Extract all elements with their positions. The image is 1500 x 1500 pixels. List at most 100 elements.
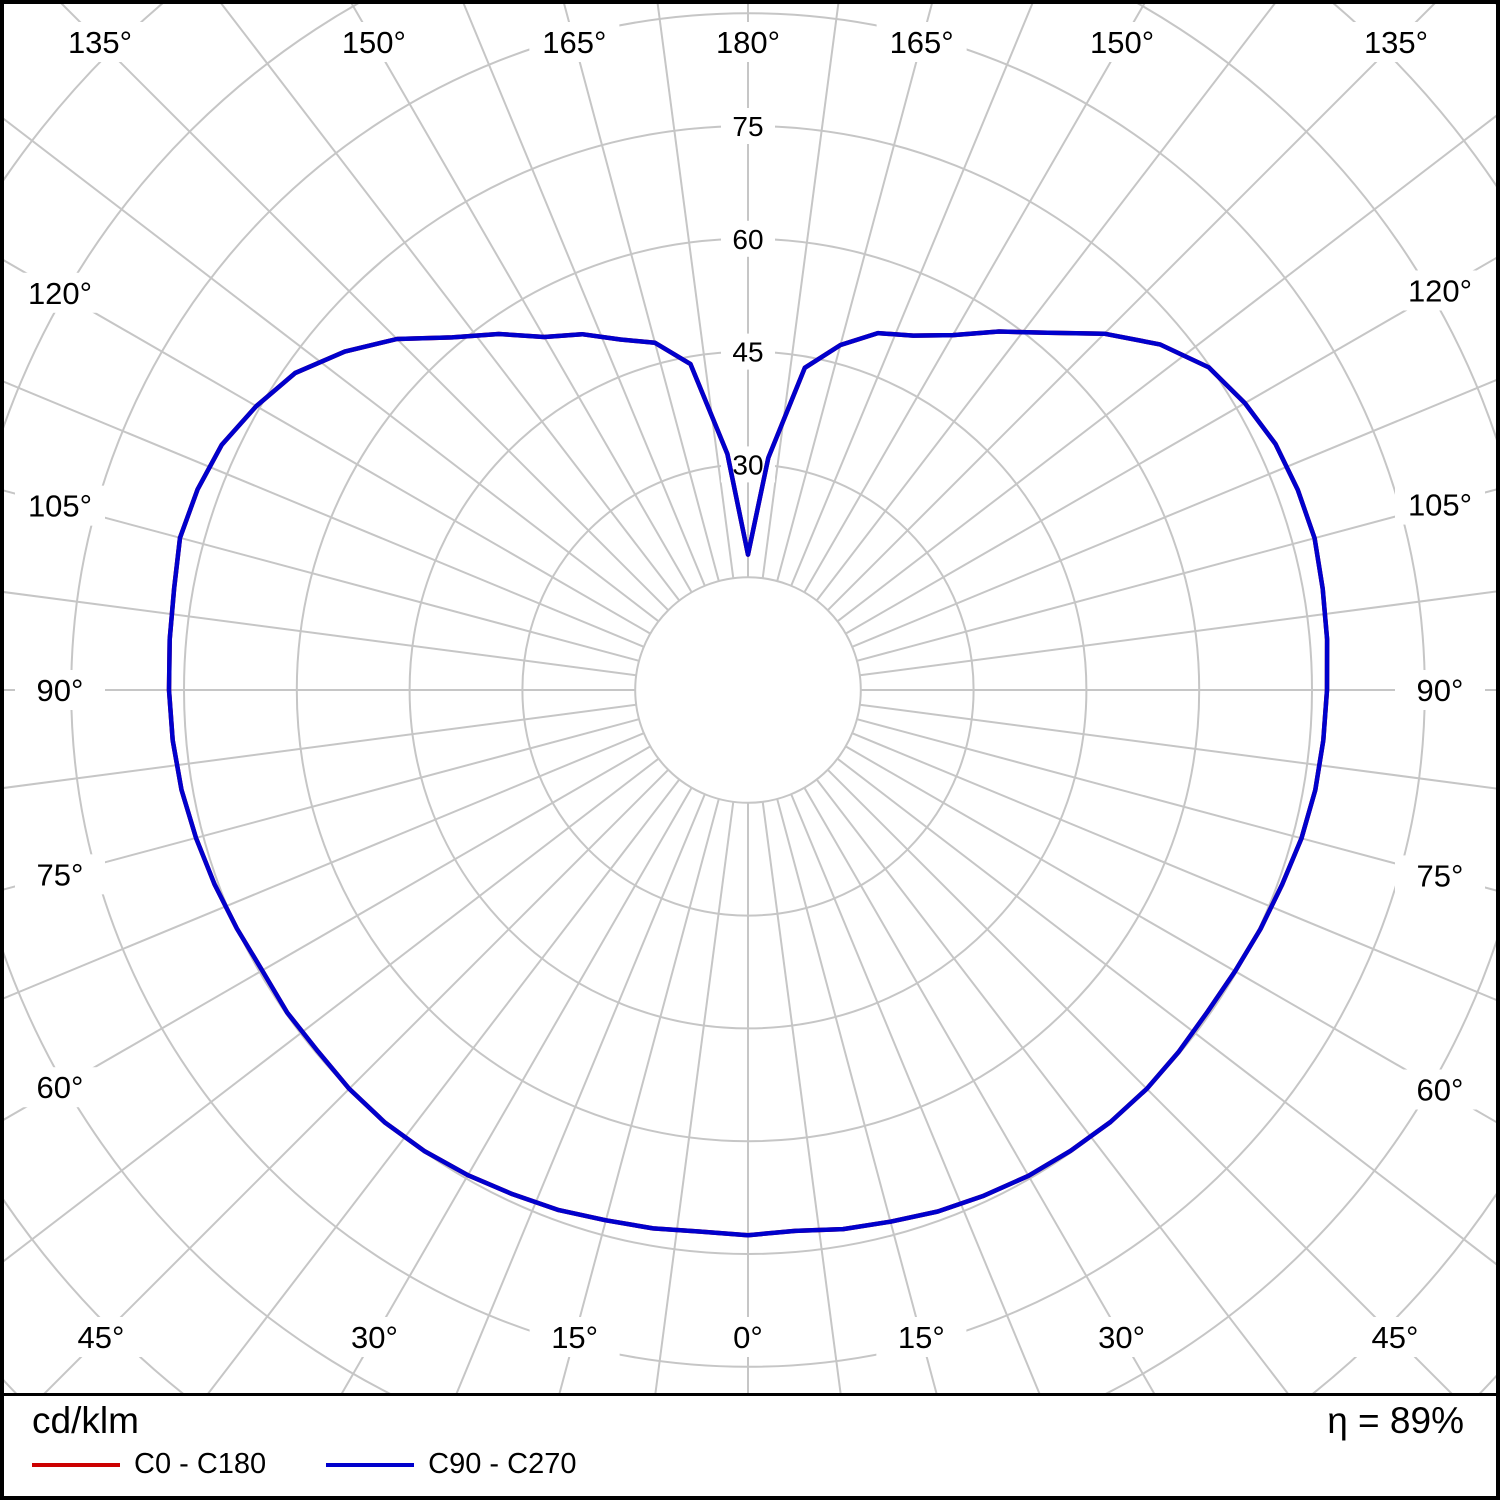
angle-tick-label: 165° bbox=[542, 25, 606, 60]
angle-label-box bbox=[1077, 22, 1168, 62]
legend-line-c90-c270-icon bbox=[326, 1462, 415, 1467]
angle-tick-label: 180° bbox=[716, 25, 780, 60]
angle-tick-label: 75° bbox=[37, 857, 84, 892]
radial-tick-box bbox=[721, 220, 775, 257]
grid-spoke bbox=[4, 745, 651, 1121]
grid-spoke bbox=[761, 801, 842, 1393]
grid-spoke bbox=[856, 718, 1496, 892]
angle-label-box bbox=[15, 1067, 105, 1108]
grid-spoke bbox=[827, 769, 1453, 1393]
angle-tick-label: 105° bbox=[1408, 488, 1472, 523]
grid-spoke bbox=[851, 732, 1496, 1001]
grid-spoke bbox=[4, 259, 651, 635]
grid-spoke bbox=[43, 769, 669, 1393]
angle-label-box bbox=[15, 670, 105, 710]
grid-spoke bbox=[656, 4, 735, 579]
grid-spoke bbox=[815, 778, 1289, 1393]
angle-label-box bbox=[55, 22, 145, 62]
unit-label: cd/klm bbox=[32, 1400, 139, 1441]
chart-footer: cd/klm η = 89% C0 - C180 C90 - C270 bbox=[4, 1393, 1496, 1496]
angle-label-box bbox=[56, 1317, 146, 1357]
angle-tick-label: 30° bbox=[1098, 1320, 1145, 1355]
grid-spoke bbox=[340, 787, 693, 1393]
angle-label-box bbox=[15, 854, 105, 895]
angle-tick-label: 165° bbox=[890, 25, 954, 60]
grid-spoke bbox=[859, 590, 1496, 677]
legend-line-c0-c180-icon bbox=[32, 1462, 120, 1467]
grid-spoke bbox=[207, 778, 681, 1393]
grid-spoke bbox=[856, 488, 1496, 662]
legend-item-c90-c270: C90 - C270 bbox=[326, 1448, 576, 1481]
angle-tick-label: 150° bbox=[342, 25, 406, 60]
angle-tick-label: 120° bbox=[28, 276, 92, 311]
angle-label-box bbox=[1076, 1317, 1167, 1357]
grid-ring bbox=[4, 4, 1496, 1393]
grid-spoke bbox=[790, 793, 1041, 1393]
angle-label-box bbox=[703, 22, 793, 62]
grid-spoke bbox=[220, 4, 681, 602]
grid-spoke bbox=[462, 4, 706, 587]
angle-label-box bbox=[329, 1317, 420, 1357]
grid-spoke bbox=[4, 489, 640, 662]
grid-spoke bbox=[558, 798, 720, 1393]
angle-tick-label: 0° bbox=[733, 1320, 763, 1355]
grid-spoke bbox=[4, 718, 640, 891]
grid-ring bbox=[634, 576, 862, 804]
grid-spoke bbox=[859, 703, 1496, 790]
angle-label-box bbox=[1395, 270, 1485, 311]
grid-spoke bbox=[827, 4, 1436, 611]
angle-tick-label: 45° bbox=[78, 1320, 125, 1355]
legend-item-c0-c180: C0 - C180 bbox=[32, 1448, 266, 1481]
radial-tick-label: 60 bbox=[732, 224, 763, 255]
legend-label-c90-c270: C90 - C270 bbox=[428, 1448, 577, 1480]
grid-spoke bbox=[4, 380, 645, 648]
radial-tick-label: 75 bbox=[732, 111, 763, 142]
grid-spoke bbox=[4, 591, 637, 677]
grid-spoke bbox=[776, 4, 933, 582]
angle-tick-label: 45° bbox=[1372, 1320, 1419, 1355]
grid-spoke bbox=[776, 798, 938, 1393]
angle-label-box bbox=[1395, 1069, 1485, 1110]
angle-label-box bbox=[1395, 670, 1485, 710]
angle-label-box bbox=[703, 1317, 793, 1357]
grid-spoke bbox=[4, 757, 660, 1263]
grid-spoke bbox=[790, 4, 1034, 587]
angle-tick-label: 15° bbox=[898, 1320, 945, 1355]
angle-label-box bbox=[1395, 484, 1485, 525]
grid-ring bbox=[4, 4, 1496, 1393]
angle-label-box bbox=[328, 22, 419, 62]
angle-tick-label: 75° bbox=[1417, 858, 1464, 893]
angle-label-box bbox=[15, 485, 105, 526]
grid-spoke bbox=[4, 703, 637, 789]
grid-spoke bbox=[815, 4, 1276, 602]
grid-spoke bbox=[845, 745, 1496, 1124]
radial-tick-box bbox=[721, 108, 775, 144]
angle-label-box bbox=[529, 22, 620, 62]
angle-tick-label: 135° bbox=[68, 25, 132, 60]
grid-spoke bbox=[455, 793, 706, 1393]
grid-spoke bbox=[654, 801, 735, 1393]
grid-spoke bbox=[350, 4, 693, 593]
grid-spoke bbox=[563, 4, 720, 582]
angle-tick-label: 60° bbox=[37, 1070, 84, 1105]
radial-tick-box bbox=[721, 333, 775, 370]
grid-spoke bbox=[4, 732, 645, 1000]
angle-label-box bbox=[15, 272, 105, 313]
grid-spoke bbox=[836, 757, 1496, 1266]
radial-tick-label: 45 bbox=[732, 337, 763, 368]
angle-tick-label: 135° bbox=[1364, 25, 1428, 60]
angle-tick-label: 150° bbox=[1090, 25, 1154, 60]
polar-chart: 30 45 60 75 0° 15° 15° 30° 30° 45° 45° 60° 60° 75° 75°… bbox=[4, 4, 1496, 1393]
angle-tick-label: 15° bbox=[551, 1320, 598, 1355]
legend: C0 - C180 C90 - C270 bbox=[4, 1442, 1496, 1481]
grid-ring bbox=[4, 4, 1496, 1393]
angle-label-box bbox=[876, 1317, 967, 1357]
angle-label-box bbox=[1350, 1317, 1440, 1357]
efficiency-label: η = 89% bbox=[1327, 1400, 1464, 1441]
angle-tick-label: 90° bbox=[37, 673, 84, 708]
grid-spoke bbox=[4, 117, 660, 623]
angle-tick-label: 30° bbox=[351, 1320, 398, 1355]
grid-spoke bbox=[761, 4, 840, 579]
angle-tick-label: 60° bbox=[1417, 1073, 1464, 1108]
